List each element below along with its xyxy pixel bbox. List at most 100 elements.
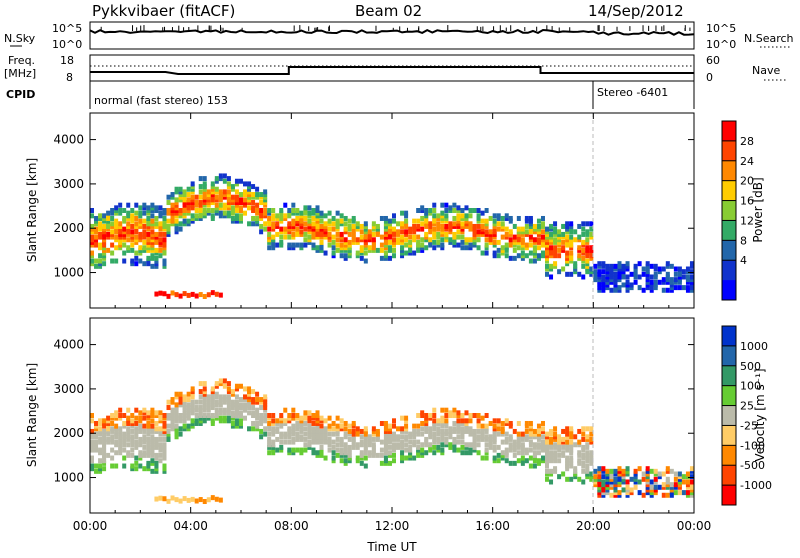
velocity-cell: [685, 482, 690, 488]
velocity-cell: [520, 460, 525, 466]
power-cell: [331, 245, 336, 251]
velocity-cell: [162, 444, 167, 450]
power-cell: [404, 223, 409, 229]
power-cell: [343, 221, 348, 227]
power-cell: [287, 245, 292, 251]
velocity-cell: [545, 468, 550, 474]
velocity-cell: [150, 444, 155, 450]
power-cell: [347, 239, 352, 245]
power-cell: [202, 294, 207, 300]
power-cell: [174, 223, 179, 229]
velocity-cell: [319, 423, 324, 429]
power-cell: [484, 218, 489, 224]
power-cell: [150, 221, 155, 227]
velocity-cell: [609, 476, 614, 482]
power-cell: [476, 223, 481, 229]
velocity-cell: [287, 413, 292, 418]
power-cell: [287, 242, 292, 248]
velocity-cell: [243, 394, 248, 400]
velocity-cell: [673, 482, 678, 488]
velocity-cell: [202, 415, 207, 421]
power-cell: [230, 200, 235, 206]
velocity-cell: [98, 468, 103, 474]
power-cell: [319, 210, 324, 216]
power-cell: [536, 255, 541, 261]
power-cell: [492, 221, 497, 227]
power-cell: [504, 226, 509, 232]
velocity-cell: [343, 420, 348, 426]
velocity-cell: [247, 399, 252, 405]
velocity-cell: [633, 471, 638, 477]
power-cell: [142, 218, 147, 224]
power-cell: [327, 221, 332, 227]
power-cell: [649, 285, 654, 291]
power-cell: [432, 245, 437, 251]
power-cell: [613, 263, 618, 269]
velocity-cell: [392, 442, 396, 448]
power-cell: [206, 194, 211, 200]
velocity-cell: [130, 413, 135, 418]
velocity-cell: [484, 447, 489, 453]
power-cell: [142, 210, 147, 216]
velocity-cell: [452, 436, 457, 442]
velocity-cell: [150, 434, 155, 440]
power-cell: [90, 226, 94, 232]
power-cell: [162, 247, 167, 253]
velocity-cell: [142, 407, 147, 413]
power-cell: [130, 231, 135, 237]
velocity-cell: [267, 426, 272, 432]
velocity-cell: [536, 436, 541, 442]
power-cell: [617, 269, 622, 275]
velocity-cell: [315, 420, 320, 426]
velocity-cell: [234, 402, 239, 408]
velocity-cell: [355, 428, 360, 434]
power-cell: [669, 287, 674, 293]
velocity-cell: [383, 458, 388, 464]
velocity-cell: [424, 442, 429, 448]
power-cell: [218, 213, 223, 219]
power-cell: [166, 194, 171, 200]
power-cell: [214, 197, 219, 203]
velocity-cell: [500, 428, 505, 434]
power-cell: [408, 226, 413, 232]
power-cell: [170, 218, 175, 224]
power-cell: [476, 237, 481, 243]
velocity-cell: [114, 463, 119, 469]
power-cell: [138, 218, 143, 224]
power-cell: [110, 215, 115, 221]
velocity-cell: [98, 436, 103, 442]
velocity-cell: [98, 426, 103, 432]
power-cell: [154, 291, 159, 297]
power-cell: [251, 215, 256, 221]
power-cell: [524, 242, 529, 248]
velocity-cell: [408, 434, 413, 440]
power-cell: [569, 234, 574, 240]
velocity-cell: [383, 439, 388, 445]
power-cell: [404, 210, 409, 216]
velocity-cell: [424, 415, 429, 421]
power-cell: [468, 221, 473, 227]
velocity-cell: [122, 420, 127, 426]
velocity-cell: [287, 447, 292, 453]
power-cell: [287, 226, 292, 232]
velocity-cell: [404, 442, 409, 448]
velocity-cell: [617, 474, 622, 480]
power-cell: [335, 223, 340, 229]
power-cell: [311, 234, 316, 240]
velocity-cell: [118, 436, 123, 442]
velocity-cell: [625, 468, 630, 474]
velocity-cell: [545, 463, 550, 469]
velocity-cell: [210, 386, 215, 392]
power-cell: [436, 213, 441, 219]
velocity-cell: [142, 444, 147, 450]
velocity-cell: [540, 439, 545, 445]
power-cell: [198, 176, 203, 182]
velocity-cell: [263, 415, 268, 421]
velocity-colorbar-label: Velocity [m s⁻¹]: [753, 368, 767, 461]
power-cell: [549, 245, 554, 251]
power-cell: [114, 237, 119, 243]
velocity-cell: [565, 460, 570, 466]
power-cell: [222, 192, 227, 198]
velocity-cell: [114, 410, 119, 416]
velocity-cell: [295, 426, 300, 432]
